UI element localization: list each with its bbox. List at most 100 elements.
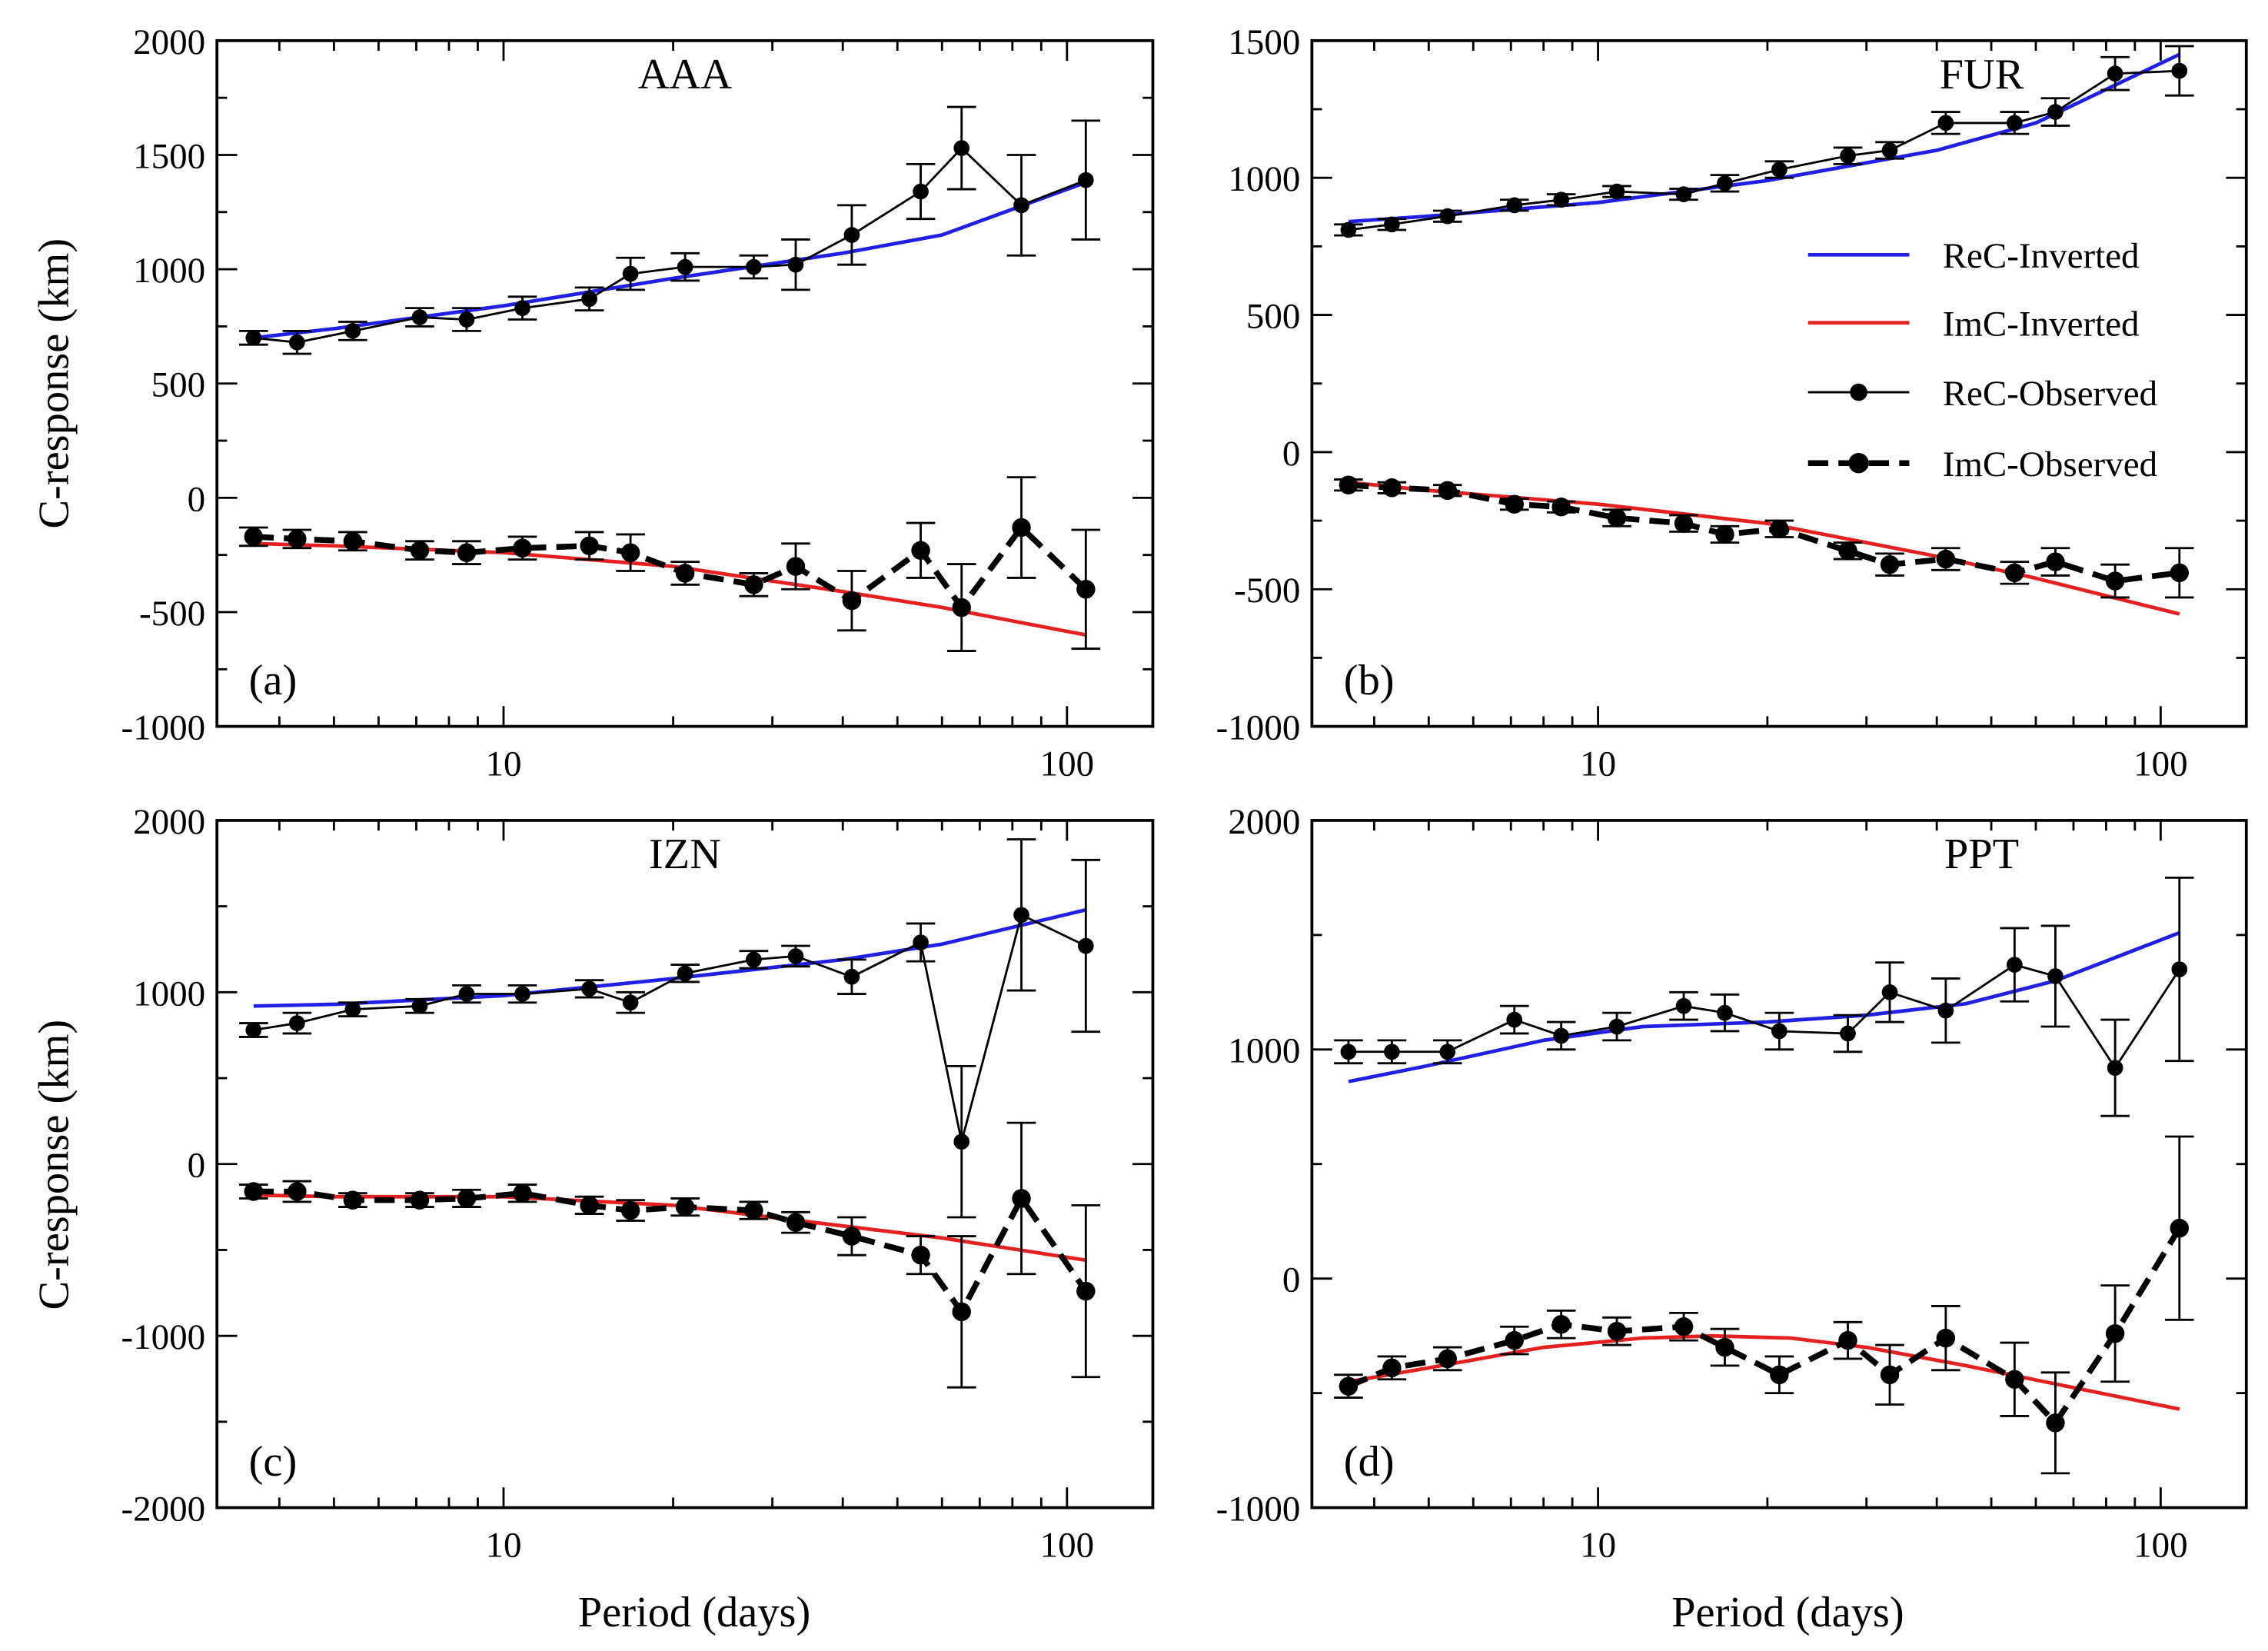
x-tick-label: 100	[1040, 1526, 1095, 1566]
y-tick-label: -1000	[1216, 1490, 1301, 1530]
rec-observed-point	[245, 329, 262, 346]
rec-observed-point	[344, 323, 361, 339]
rec-observed-point	[2047, 968, 2063, 984]
imc-observed-point	[343, 531, 363, 551]
legend: ReC-Inverted ImC-Inverted ReC-Observed I…	[1807, 236, 2157, 484]
imc-observed-point	[513, 538, 532, 558]
imc-observed-point	[952, 1302, 971, 1322]
rec-observed-point	[1077, 171, 1094, 188]
y-tick-label: 1500	[1228, 22, 1300, 62]
imc-inverted-line	[253, 541, 1086, 637]
rec-observed-point	[953, 1133, 970, 1150]
imc-observed-point	[288, 1182, 307, 1201]
imc-observed-point	[2005, 563, 2024, 583]
rec-observed-point	[843, 227, 860, 243]
rec-observed-point	[622, 265, 639, 282]
rec-observed-point	[1881, 984, 1898, 1000]
imc-observed-point	[1936, 1328, 1956, 1348]
rec-observed-point	[622, 994, 639, 1011]
y-tick-label: 500	[1246, 296, 1301, 336]
plot-frame	[1310, 819, 2248, 1510]
rec-observed-point	[1675, 186, 1692, 202]
rec-inverted-line	[1348, 52, 2180, 224]
legend-imc-inverted: ImC-Inverted	[1943, 305, 2140, 345]
imc-observed-point	[1936, 549, 1956, 569]
x-axis-label-left: Period (days)	[578, 1589, 811, 1636]
imc-observed-point	[786, 557, 806, 576]
imc-observed-point	[1339, 1376, 1358, 1396]
y-tick-label: -1000	[121, 708, 205, 748]
rec-observed-point	[1506, 197, 1523, 214]
rec-observed-point	[2047, 104, 2063, 120]
imc-observed-point	[1505, 1330, 1524, 1350]
rec-observed-point	[1771, 1023, 1787, 1040]
rec-observed-point	[289, 334, 305, 351]
rec-observed-point	[1881, 142, 1898, 158]
rec-observed-point	[245, 1022, 262, 1038]
y-tick-label: -500	[1234, 571, 1300, 611]
imc-observed-point	[2170, 563, 2190, 583]
rec-observed-point	[1717, 175, 1733, 191]
rec-observed-point	[1506, 1011, 1523, 1028]
rec-observed-point	[1439, 1044, 1456, 1060]
legend-rec-observed-marker	[1850, 383, 1867, 401]
y-tick-label: 1000	[1228, 159, 1300, 199]
x-tick-label: 10	[1580, 744, 1616, 784]
imc-observed-point	[1880, 1365, 1900, 1385]
rec-observed-point	[2107, 1060, 2123, 1076]
imc-observed-point	[244, 1182, 264, 1201]
imc-observed-point	[620, 1200, 640, 1220]
y-tick-label: 1500	[133, 136, 205, 176]
imc-observed-point	[1012, 1189, 1031, 1208]
rec-observed-point	[1439, 208, 1456, 225]
panel-title: AAA	[638, 51, 733, 98]
y-axis-label-bottom: C-response (km)	[30, 1020, 78, 1310]
rec-observed-point	[458, 986, 475, 1002]
imc-observed-point	[2105, 571, 2125, 591]
y-tick-label: 0	[188, 479, 206, 519]
y-tick-label: 0	[1282, 1260, 1301, 1300]
rec-observed-point	[746, 951, 762, 968]
imc-observed-point	[1438, 481, 1458, 501]
rec-observed-point	[1553, 1027, 1570, 1044]
imc-observed-point	[1880, 554, 1900, 574]
imc-observed-point	[1607, 1321, 1627, 1341]
panel-title: FUR	[1940, 51, 2024, 98]
panel-title: IZN	[649, 830, 721, 878]
rec-observed-point	[458, 311, 475, 328]
rec-observed-point	[289, 1015, 305, 1031]
rec-inverted-line	[253, 907, 1086, 1008]
imc-observed-point	[410, 1190, 430, 1210]
x-tick-label: 100	[1040, 744, 1095, 784]
rec-observed-point	[1608, 183, 1625, 200]
panel-label: (d)	[1344, 1438, 1395, 1486]
rec-observed-line	[253, 913, 1086, 1143]
imc-observed-point	[1674, 514, 1694, 533]
imc-observed-line	[1347, 1227, 2183, 1428]
rec-observed-line	[253, 146, 1086, 344]
rec-observed-point	[2171, 62, 2188, 79]
rec-observed-point	[581, 980, 597, 997]
imc-observed-line	[253, 523, 1088, 613]
imc-observed-point	[1838, 1330, 1857, 1350]
x-tick-label: 10	[485, 1526, 521, 1566]
rec-observed-point	[344, 1001, 361, 1018]
imc-observed-point	[1770, 1365, 1789, 1385]
legend-imc-observed-marker	[1848, 453, 1869, 474]
imc-observed-point	[911, 541, 930, 560]
imc-observed-point	[2046, 552, 2065, 571]
imc-observed-point	[1838, 541, 1857, 561]
x-axis-label-right: Period (days)	[1671, 1589, 1904, 1636]
imc-observed-point	[911, 1245, 930, 1265]
y-tick-label: 1000	[133, 251, 205, 291]
plot-frame	[215, 819, 1155, 1510]
y-tick-label: 0	[188, 1146, 206, 1186]
imc-observed-point	[675, 1197, 695, 1217]
rec-observed-point	[913, 183, 929, 200]
y-tick-label: 2000	[1228, 802, 1300, 842]
rec-inverted-line	[253, 181, 1087, 340]
imc-observed-point	[343, 1190, 363, 1210]
panel-aaa: 10 100 -1000 -500 0 500 1000 1500 2000 AAA (a)	[121, 22, 1155, 784]
rec-observed-point	[2007, 115, 2023, 131]
rec-observed-point	[1553, 191, 1570, 208]
